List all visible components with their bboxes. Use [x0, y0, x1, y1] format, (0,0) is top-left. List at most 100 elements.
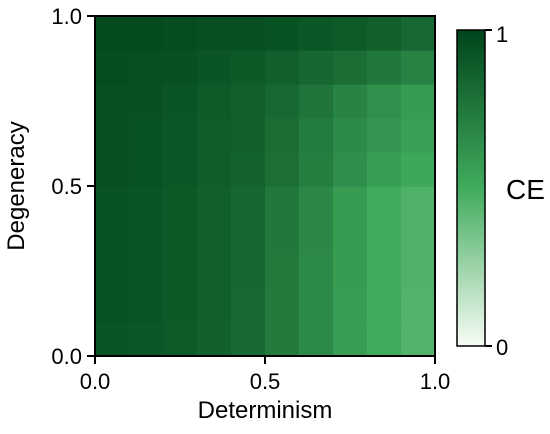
heatmap-cell [367, 288, 402, 323]
heatmap-cell [129, 220, 164, 255]
heatmap-cell [299, 50, 334, 85]
heatmap-cell [401, 186, 436, 221]
heatmap-cell [129, 288, 164, 323]
heatmap-cell [265, 322, 300, 357]
heatmap-cell [299, 16, 334, 51]
heatmap-cell [333, 220, 368, 255]
heatmap-cell [197, 288, 232, 323]
heatmap-cell [231, 152, 266, 187]
heatmap-cell [231, 84, 266, 119]
heatmap-cell [95, 152, 130, 187]
y-tick-label: 0.5 [51, 174, 82, 199]
heatmap-cell [401, 50, 436, 85]
heatmap-cell [197, 84, 232, 119]
heatmap-cell [367, 220, 402, 255]
heatmap-cell [401, 322, 436, 357]
heatmap-cell [333, 322, 368, 357]
heatmap-cell [231, 288, 266, 323]
heatmap-cell [367, 16, 402, 51]
heatmap-cell [129, 118, 164, 153]
x-tick-label: 1.0 [420, 369, 451, 394]
x-tick-label: 0.0 [80, 369, 111, 394]
heatmap-cell [129, 152, 164, 187]
heatmap-cell [163, 220, 198, 255]
heatmap-cell [265, 288, 300, 323]
colorbar-min-label: 0 [496, 335, 508, 360]
heatmap-cell [299, 254, 334, 289]
heatmap-cell [367, 50, 402, 85]
heatmap-cell [299, 186, 334, 221]
heatmap-cell [299, 118, 334, 153]
heatmap-cell [197, 220, 232, 255]
heatmap-cell [333, 118, 368, 153]
heatmap-cell [231, 16, 266, 51]
heatmap-cell [163, 84, 198, 119]
x-tick-label: 0.5 [250, 369, 281, 394]
heatmap-cell [163, 322, 198, 357]
heatmap-cell [231, 254, 266, 289]
heatmap-cell [265, 16, 300, 51]
heatmap-cell [95, 16, 130, 51]
heatmap-cell [129, 322, 164, 357]
heatmap-cell [197, 16, 232, 51]
heatmap-cell [95, 288, 130, 323]
heatmap-cell [299, 84, 334, 119]
heatmap-cell [163, 50, 198, 85]
heatmap-cell [231, 50, 266, 85]
heatmap-cell [265, 186, 300, 221]
heatmap-cell [401, 16, 436, 51]
colorbar-max-label: 1 [496, 22, 508, 47]
heatmap-cell [163, 118, 198, 153]
heatmap-cell [197, 152, 232, 187]
heatmap-cell [333, 16, 368, 51]
heatmap-cell [333, 152, 368, 187]
heatmap-cell [163, 288, 198, 323]
heatmap-cell [333, 50, 368, 85]
heatmap-cell [333, 84, 368, 119]
heatmap-cell [401, 118, 436, 153]
heatmap-cell [163, 186, 198, 221]
heatmap-cell [401, 220, 436, 255]
heatmap-cell [95, 118, 130, 153]
heatmap-cell [231, 220, 266, 255]
heatmap-cell [231, 322, 266, 357]
heatmap-cell [95, 322, 130, 357]
heatmap-cell [401, 254, 436, 289]
heatmap-cell [197, 254, 232, 289]
heatmap-cell [299, 152, 334, 187]
heatmap-cell [197, 118, 232, 153]
heatmap-cell [401, 288, 436, 323]
y-axis-label: Degeneracy [3, 121, 30, 250]
heatmap-cell [401, 84, 436, 119]
heatmap-cell [401, 152, 436, 187]
colorbar [456, 29, 486, 347]
heatmap-cell [163, 254, 198, 289]
heatmap-cell [333, 186, 368, 221]
heatmap-cell [163, 16, 198, 51]
heatmap-cell [299, 220, 334, 255]
heatmap-cell [95, 186, 130, 221]
heatmap-cell [197, 186, 232, 221]
heatmap-cell [129, 186, 164, 221]
heatmap-cell [231, 118, 266, 153]
heatmap-cell [95, 50, 130, 85]
heatmap-cell [129, 16, 164, 51]
x-axis-label: Determinism [198, 397, 333, 424]
y-tick-label: 0.0 [51, 344, 82, 369]
heatmap-cell [265, 254, 300, 289]
heatmap-cell [265, 84, 300, 119]
heatmap-cells [95, 16, 436, 357]
heatmap-cell [367, 152, 402, 187]
heatmap-cell [129, 84, 164, 119]
heatmap-cell [197, 50, 232, 85]
heatmap-cell [197, 322, 232, 357]
heatmap-cell [265, 152, 300, 187]
heatmap-cell [265, 50, 300, 85]
colorbar-label: CE [506, 174, 545, 205]
heatmap-cell [265, 220, 300, 255]
heatmap-cell [95, 220, 130, 255]
heatmap-cell [129, 50, 164, 85]
heatmap-cell [299, 288, 334, 323]
